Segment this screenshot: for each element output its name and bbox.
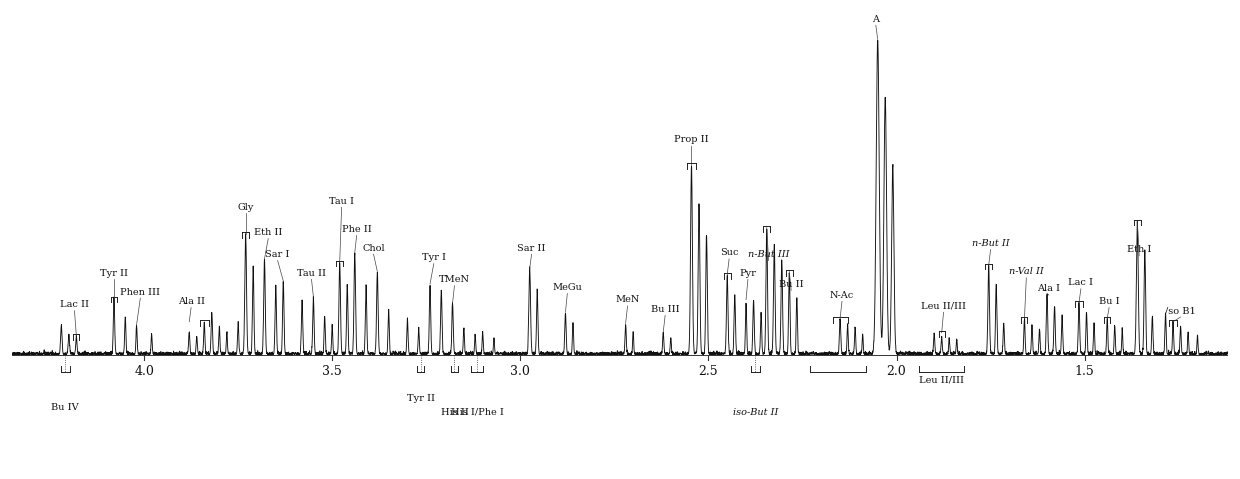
Text: Gly: Gly: [238, 203, 254, 212]
Text: Pyr: Pyr: [739, 269, 756, 278]
Text: MeGu: MeGu: [552, 283, 583, 292]
Text: Leu II/III: Leu II/III: [919, 375, 965, 384]
Text: Tau II: Tau II: [298, 269, 326, 278]
Text: Prop II: Prop II: [675, 136, 709, 145]
Text: Ala II: Ala II: [177, 297, 205, 306]
Text: 3.5: 3.5: [322, 365, 342, 378]
Text: Chol: Chol: [362, 244, 384, 253]
Text: /so B1: /so B1: [1166, 307, 1195, 316]
Text: MeN: MeN: [615, 296, 640, 305]
Text: Sar II: Sar II: [517, 244, 546, 253]
Text: Bu IV: Bu IV: [51, 403, 79, 412]
Text: 2.5: 2.5: [698, 365, 718, 378]
Text: A: A: [872, 15, 879, 23]
Text: TMeN: TMeN: [439, 275, 470, 284]
Text: n-But III: n-But III: [748, 250, 790, 259]
Text: Eth II: Eth II: [254, 228, 283, 237]
Text: Ala I: Ala I: [1038, 285, 1060, 294]
Text: 2.0: 2.0: [887, 365, 906, 378]
Text: Bu II: Bu II: [779, 280, 804, 289]
Text: His I/Phe I: His I/Phe I: [450, 408, 503, 417]
Text: n-Val II: n-Val II: [1009, 267, 1044, 276]
Text: N-Ac: N-Ac: [830, 291, 854, 300]
Text: Tyr II: Tyr II: [100, 269, 128, 278]
Text: 4.0: 4.0: [134, 365, 154, 378]
Text: Phen III: Phen III: [120, 287, 160, 297]
Text: Tau I: Tau I: [329, 197, 355, 205]
Text: Suc: Suc: [720, 249, 738, 257]
Text: Tyr I: Tyr I: [422, 253, 445, 262]
Text: Sar I: Sar I: [265, 250, 290, 259]
Text: Tyr II: Tyr II: [407, 394, 434, 403]
Text: Phe II: Phe II: [342, 225, 372, 234]
Text: Bu III: Bu III: [651, 305, 680, 314]
Text: 3.0: 3.0: [511, 365, 531, 378]
Text: Bu I: Bu I: [1099, 297, 1120, 306]
Text: n-But II: n-But II: [972, 239, 1009, 248]
Text: Lac I: Lac I: [1069, 278, 1094, 287]
Text: Eth I: Eth I: [1127, 245, 1152, 254]
Text: iso-But II: iso-But II: [733, 408, 779, 417]
Text: Lac II: Lac II: [60, 300, 89, 309]
Text: 1.5: 1.5: [1075, 365, 1095, 378]
Text: Leu II/III: Leu II/III: [921, 302, 966, 311]
Text: His II: His II: [440, 408, 469, 417]
